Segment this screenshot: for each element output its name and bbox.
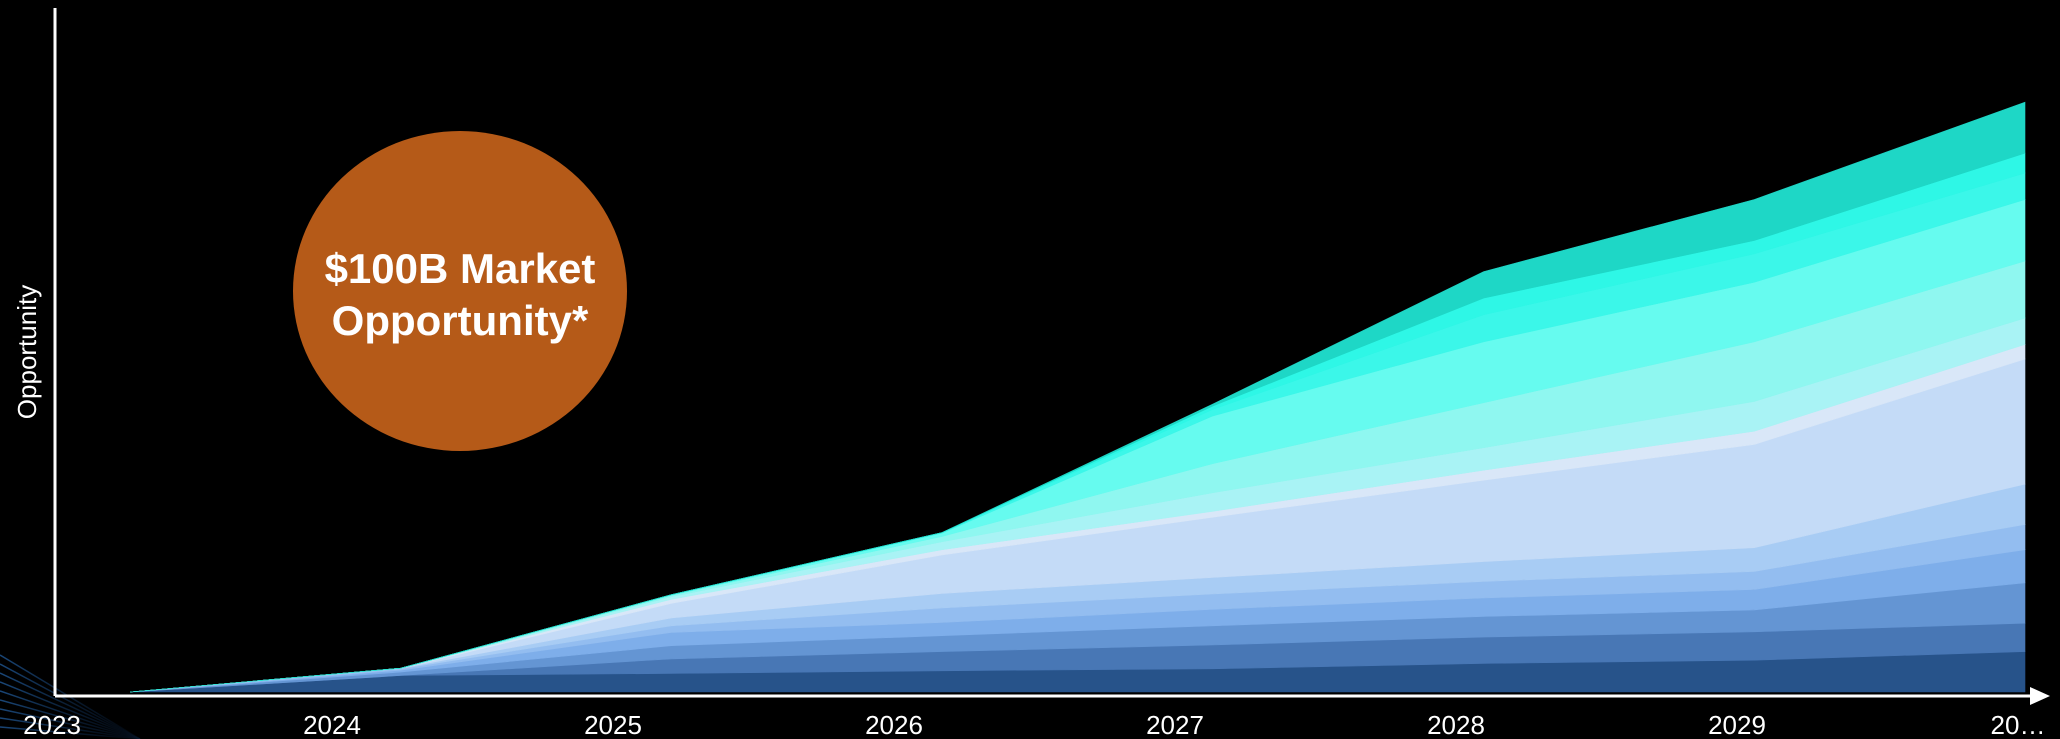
corner-streak xyxy=(0,726,141,739)
area-series-14 xyxy=(129,101,2026,693)
x-tick-label: 2025 xyxy=(584,710,642,739)
callout-text-line: Opportunity* xyxy=(332,297,589,344)
corner-decoration xyxy=(0,654,141,739)
callout-text-line: $100B Market xyxy=(325,245,596,292)
callout-circle xyxy=(293,131,627,451)
corner-streak xyxy=(0,690,141,739)
x-tick-label: 2028 xyxy=(1427,710,1485,739)
corner-streak xyxy=(0,663,141,739)
x-tick-label: 20… xyxy=(1991,710,2046,739)
corner-streak xyxy=(0,717,141,739)
corner-streak xyxy=(0,672,141,739)
corner-streak xyxy=(0,708,141,739)
x-tick-label: 2026 xyxy=(865,710,923,739)
x-tick-label: 2029 xyxy=(1708,710,1766,739)
corner-streak xyxy=(0,699,141,739)
x-tick-labels: 2023 2024 2025 2026 2027 2028 2029 20… xyxy=(23,710,2045,739)
x-tick-label: 2023 xyxy=(23,710,81,739)
corner-streak xyxy=(0,681,141,739)
x-axis-arrowhead xyxy=(2030,687,2050,705)
y-axis-title: Opportunity xyxy=(12,285,42,419)
axes xyxy=(53,8,2050,705)
market-opportunity-callout: $100B Market Opportunity* xyxy=(293,131,627,451)
x-tick-label: 2024 xyxy=(303,710,361,739)
stacked-areas xyxy=(129,101,2026,693)
x-tick-label: 2027 xyxy=(1146,710,1204,739)
